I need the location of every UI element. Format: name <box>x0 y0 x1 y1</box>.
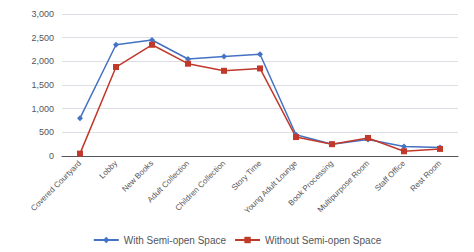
svg-text:Lobby: Lobby <box>97 159 119 181</box>
svg-text:Adult Collection: Adult Collection <box>145 158 192 205</box>
svg-text:2,500: 2,500 <box>31 33 54 43</box>
svg-text:Book Processing: Book Processing <box>286 158 336 208</box>
svg-text:3,000: 3,000 <box>31 9 54 19</box>
svg-text:1,500: 1,500 <box>31 80 54 90</box>
svg-text:Children Collection: Children Collection <box>173 159 227 213</box>
svg-text:1,000: 1,000 <box>31 104 54 114</box>
svg-text:2,000: 2,000 <box>31 56 54 66</box>
svg-text:Rest Room: Rest Room <box>409 159 444 194</box>
svg-text:500: 500 <box>39 127 54 137</box>
svg-text:Multipurpose Room: Multipurpose Room <box>316 159 372 215</box>
svg-text:Story Time: Story Time <box>230 158 264 192</box>
svg-text:Without Semi-open Space: Without Semi-open Space <box>265 235 382 246</box>
svg-text:With Semi-open Space: With Semi-open Space <box>124 235 227 246</box>
svg-text:0: 0 <box>49 151 54 161</box>
svg-text:Covered Courtyard: Covered Courtyard <box>29 159 83 213</box>
svg-text:Young Adult Lounge: Young Adult Lounge <box>242 158 300 216</box>
svg-text:Staff Office: Staff Office <box>373 158 407 192</box>
svg-text:New Books: New Books <box>120 159 155 194</box>
